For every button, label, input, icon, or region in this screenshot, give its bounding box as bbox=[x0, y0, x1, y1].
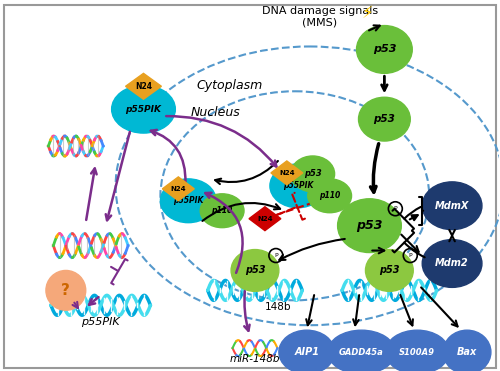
Text: p55PIK: p55PIK bbox=[173, 196, 204, 205]
Text: P: P bbox=[394, 206, 397, 211]
Text: p53: p53 bbox=[304, 170, 322, 178]
Text: (MMS): (MMS) bbox=[302, 17, 337, 27]
Text: p55PIK: p55PIK bbox=[282, 181, 313, 190]
Ellipse shape bbox=[386, 330, 449, 371]
Ellipse shape bbox=[356, 26, 412, 73]
Polygon shape bbox=[126, 73, 162, 99]
Text: p55PIK: p55PIK bbox=[82, 317, 120, 327]
Ellipse shape bbox=[200, 194, 244, 228]
Ellipse shape bbox=[279, 330, 334, 371]
Text: Nucleus: Nucleus bbox=[190, 106, 240, 119]
Ellipse shape bbox=[422, 240, 482, 288]
Text: N24: N24 bbox=[135, 82, 152, 91]
Ellipse shape bbox=[112, 85, 176, 133]
Ellipse shape bbox=[443, 330, 491, 371]
Ellipse shape bbox=[308, 179, 352, 213]
Ellipse shape bbox=[270, 164, 326, 208]
Text: Bax: Bax bbox=[457, 347, 477, 357]
Text: AIP1: AIP1 bbox=[294, 347, 319, 357]
Ellipse shape bbox=[366, 250, 414, 291]
Text: S100A9: S100A9 bbox=[399, 348, 435, 357]
Text: p110: p110 bbox=[319, 191, 340, 200]
Text: 148b: 148b bbox=[264, 302, 291, 312]
Ellipse shape bbox=[328, 330, 396, 371]
Ellipse shape bbox=[160, 179, 216, 223]
Ellipse shape bbox=[422, 182, 482, 230]
Polygon shape bbox=[271, 161, 303, 185]
Text: p53: p53 bbox=[356, 219, 382, 232]
Text: miR-148b: miR-148b bbox=[230, 354, 280, 364]
Polygon shape bbox=[249, 207, 281, 231]
Ellipse shape bbox=[231, 250, 279, 291]
Text: p53: p53 bbox=[374, 114, 396, 124]
Text: DNA damage signals: DNA damage signals bbox=[262, 6, 378, 16]
Text: ⚡: ⚡ bbox=[362, 4, 374, 22]
Text: P: P bbox=[408, 253, 412, 258]
Polygon shape bbox=[162, 177, 194, 201]
Text: N24: N24 bbox=[257, 216, 272, 222]
Ellipse shape bbox=[358, 97, 410, 141]
Ellipse shape bbox=[291, 156, 335, 192]
Text: ?: ? bbox=[62, 283, 70, 298]
Text: Mdm2: Mdm2 bbox=[436, 259, 469, 269]
Text: p53: p53 bbox=[244, 266, 265, 275]
Ellipse shape bbox=[46, 270, 86, 310]
Text: P: P bbox=[274, 253, 278, 258]
Text: p110: p110 bbox=[212, 206, 233, 215]
Text: MdmX: MdmX bbox=[435, 201, 470, 211]
Text: N24: N24 bbox=[279, 170, 294, 176]
Text: p55PIK: p55PIK bbox=[126, 105, 162, 114]
Text: GADD45a: GADD45a bbox=[339, 348, 384, 357]
Text: p53: p53 bbox=[372, 45, 396, 55]
Text: Cytoplasm: Cytoplasm bbox=[197, 79, 263, 92]
Ellipse shape bbox=[338, 199, 402, 253]
Text: p53: p53 bbox=[379, 266, 400, 275]
Text: N24: N24 bbox=[170, 186, 186, 192]
